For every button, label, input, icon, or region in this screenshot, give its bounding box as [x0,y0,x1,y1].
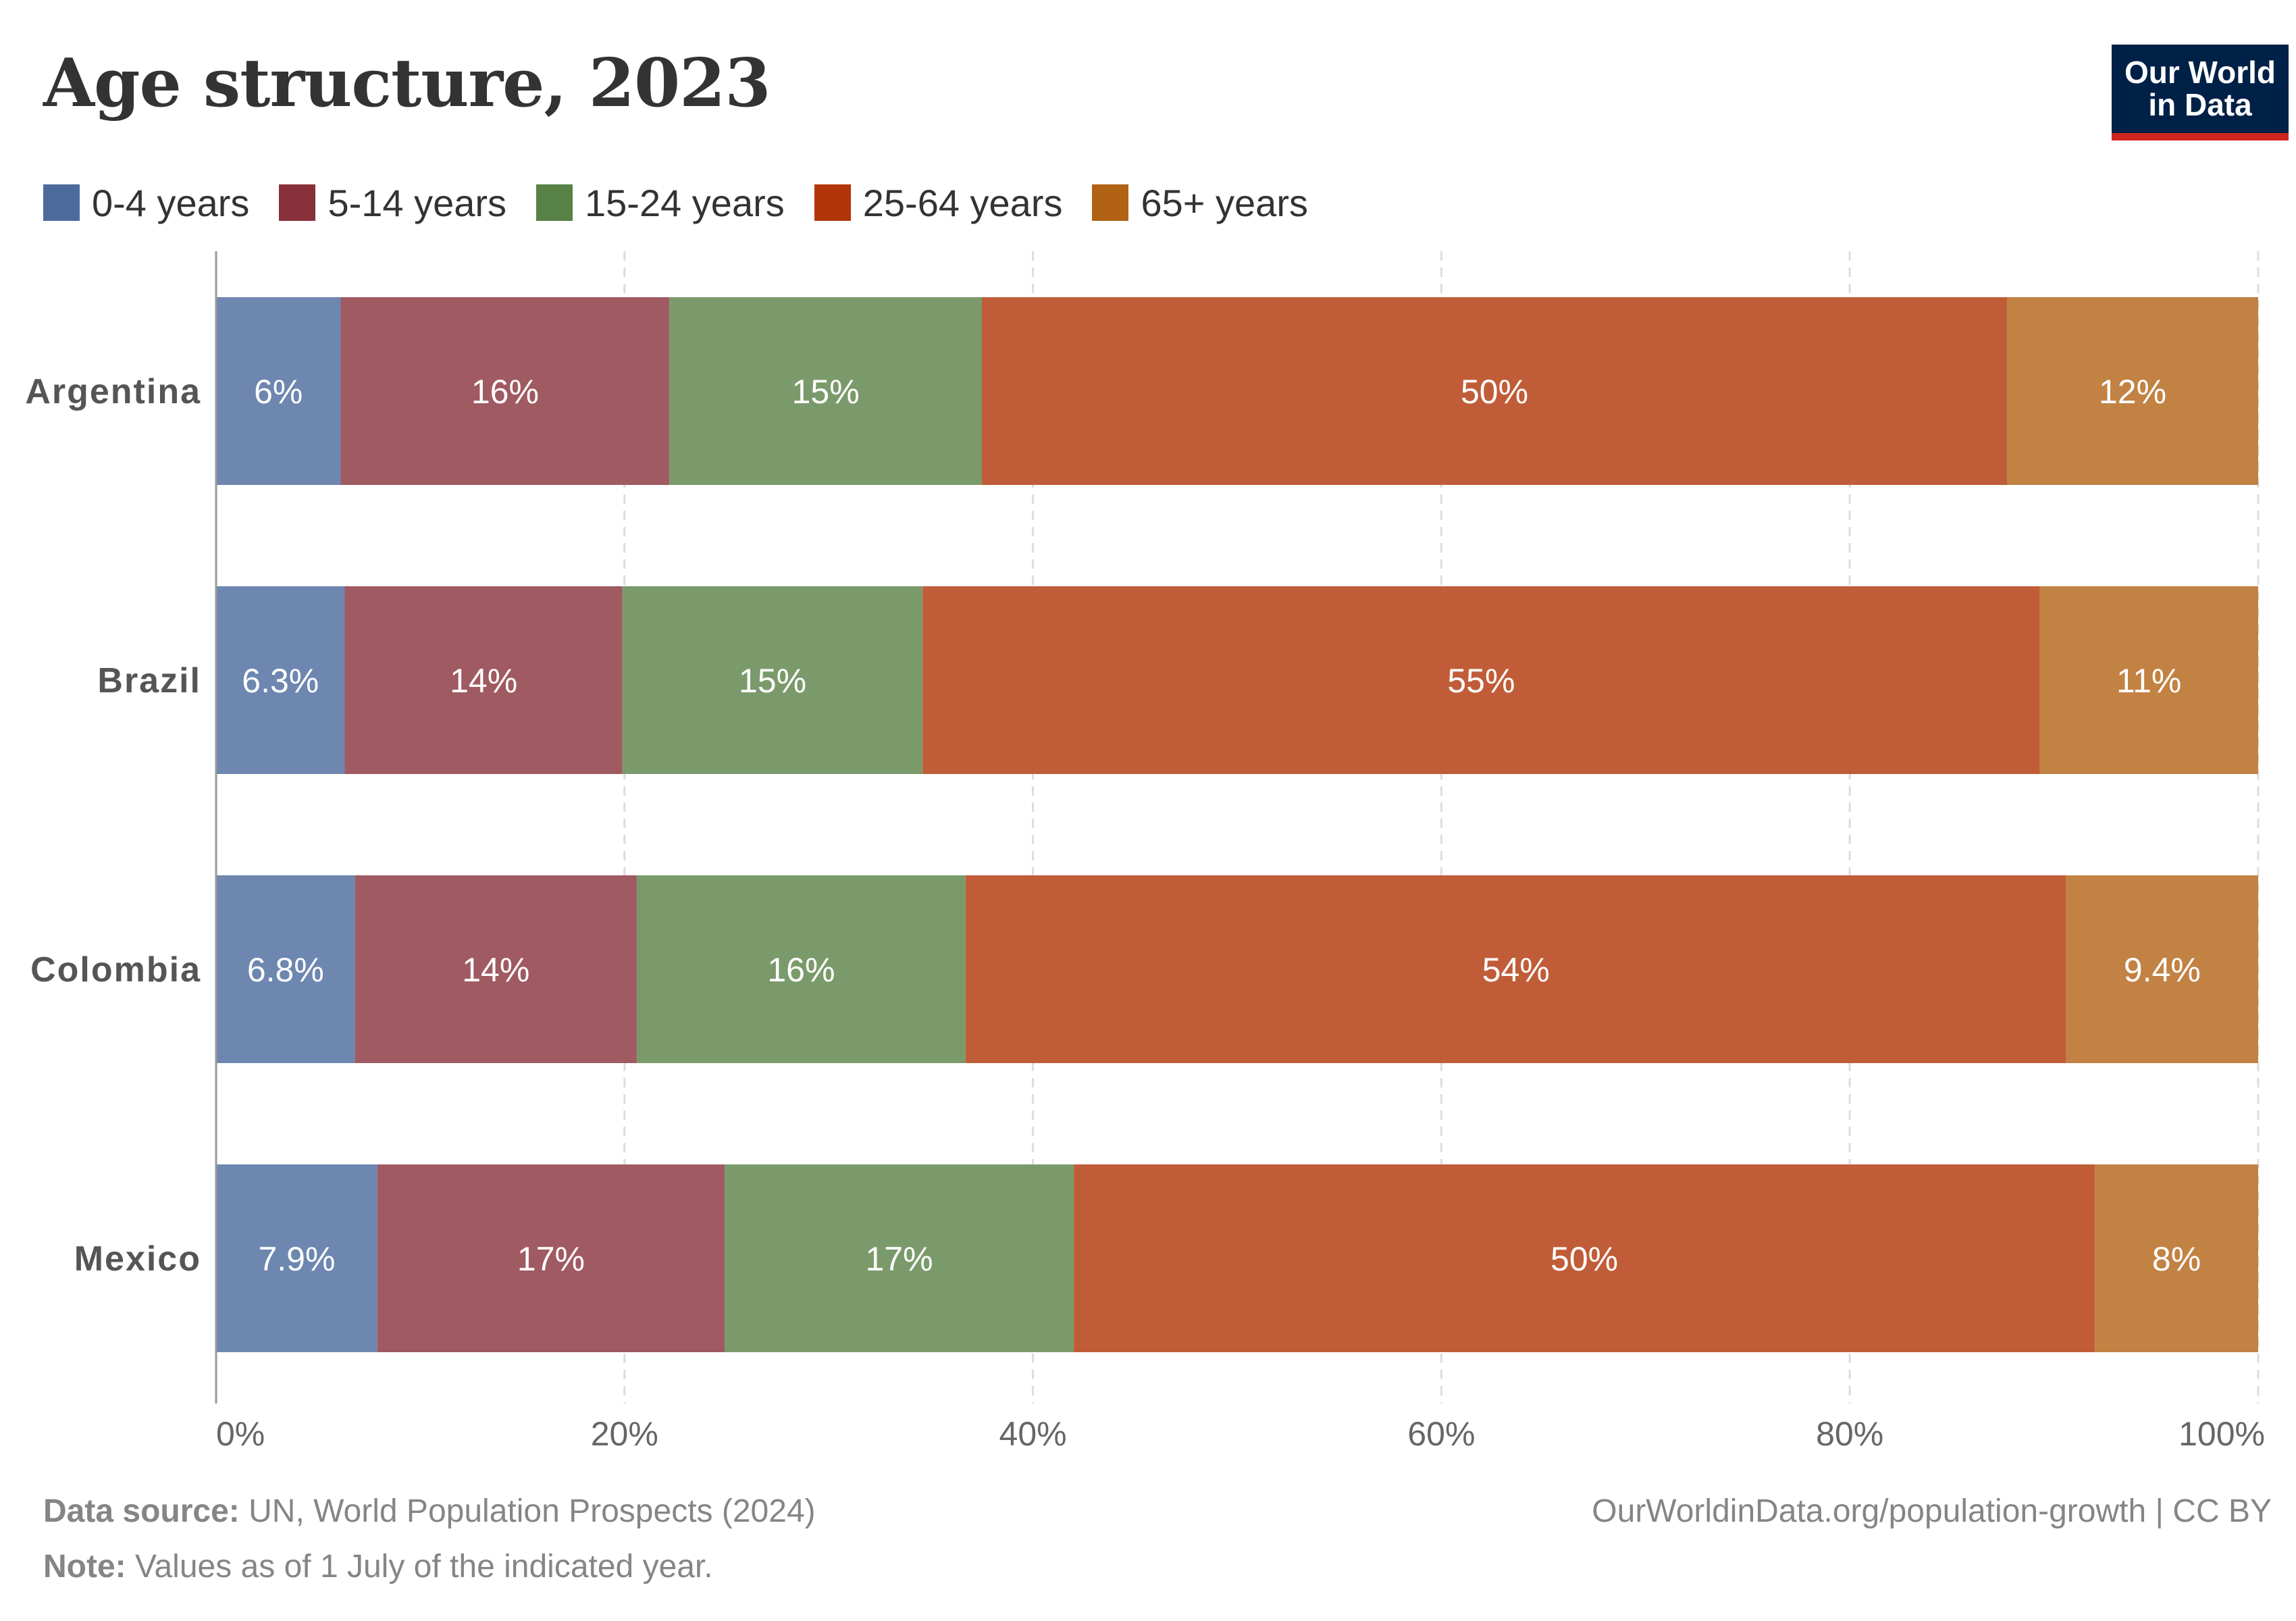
data-label: 54% [1482,951,1550,989]
x-tick-label: 80% [1816,1415,1883,1453]
x-tick-label: 40% [999,1415,1067,1453]
stacked-bar-chart: Argentina 6% 16% 15% 50% 12% Brazil 6.3% 14% 15% 5… [25,251,2265,1453]
data-label: 6.8% [247,951,324,989]
legend-item[interactable]: 15-24 years [536,181,785,225]
chart-title: Age structure, 2023 [43,45,771,122]
category-label: Mexico [74,1239,201,1279]
data-label: 50% [1461,373,1528,411]
data-label: 8% [2152,1240,2201,1278]
data-label: 11% [2116,662,2181,700]
legend-swatch [279,184,316,221]
data-label: 6% [254,373,303,411]
legend-item[interactable]: 25-64 years [814,181,1063,225]
bar-segment [922,586,2040,774]
legend-label: 0-4 years [92,181,250,224]
chart-legend: 0-4 years 5-14 years 15-24 years 25-64 year… [43,181,1338,224]
logo-line-2: in Data [2148,87,2252,122]
x-tick-label: 0% [216,1415,265,1453]
owid-logo[interactable]: Our World in Data [2112,45,2289,140]
chart-note: Note: Values as of 1 July of the indicat… [43,1548,713,1585]
legend-swatch [814,184,851,221]
bar-segment [216,875,355,1063]
data-label: 7.9% [258,1240,335,1278]
bar-segment [216,297,341,485]
data-source-label: Data source: [43,1493,240,1529]
data-label: 6.3% [242,662,319,700]
bar-segment [1074,1164,2095,1352]
x-tick-label: 100% [2178,1415,2265,1453]
bar-segment [622,586,923,774]
data-label: 16% [767,951,835,989]
logo-line-1: Our World [2124,55,2276,90]
bar-segment [344,586,623,774]
note-label: Note: [43,1549,126,1585]
data-label: 14% [450,662,517,700]
bar-segment [636,875,966,1063]
bar-segment [724,1164,1074,1352]
data-label: 17% [517,1240,585,1278]
data-label: 15% [792,373,860,411]
bar-segment [965,875,2066,1063]
bar-segment [2039,586,2258,774]
bar-segment [2095,1164,2258,1352]
data-label: 55% [1447,662,1515,700]
legend-label: 5-14 years [328,181,507,224]
bar-segment [216,1164,377,1352]
category-label: Colombia [30,950,201,989]
data-label: 12% [2099,373,2166,411]
legend-swatch [536,184,573,221]
legend-swatch [1092,184,1129,221]
x-tick-label: 20% [591,1415,658,1453]
bar-segment [669,297,982,485]
bar-segment [982,297,2008,485]
data-source: Data source: UN, World Population Prospe… [43,1493,816,1530]
bar-segment [2066,875,2258,1063]
legend-label: 65+ years [1141,181,1308,224]
data-label: 15% [739,662,806,700]
legend-swatch [43,184,80,221]
x-tick-label: 60% [1407,1415,1475,1453]
note-text: Values as of 1 July of the indicated yea… [135,1549,713,1585]
data-label: 17% [865,1240,933,1278]
data-label: 9.4% [2124,951,2201,989]
legend-label: 25-64 years [862,181,1063,224]
legend-item[interactable]: 0-4 years [43,181,249,225]
bar-segment [2007,297,2258,485]
bar-segment [377,1164,725,1352]
bar-segment [216,586,345,774]
legend-item[interactable]: 65+ years [1092,181,1308,225]
data-label: 14% [462,951,529,989]
logo-accent-bar [2112,133,2289,140]
data-label: 16% [471,373,539,411]
source-url-link[interactable]: OurWorldinData.org/population-growth | C… [1592,1493,2272,1529]
category-label: Brazil [97,661,201,700]
legend-item[interactable]: 5-14 years [279,181,506,225]
category-label: Argentina [25,372,201,411]
bar-segment [355,875,637,1063]
data-source-text: UN, World Population Prospects (2024) [249,1493,816,1529]
data-label: 50% [1550,1240,1618,1278]
bar-segment [340,297,670,485]
legend-label: 15-24 years [585,181,785,224]
